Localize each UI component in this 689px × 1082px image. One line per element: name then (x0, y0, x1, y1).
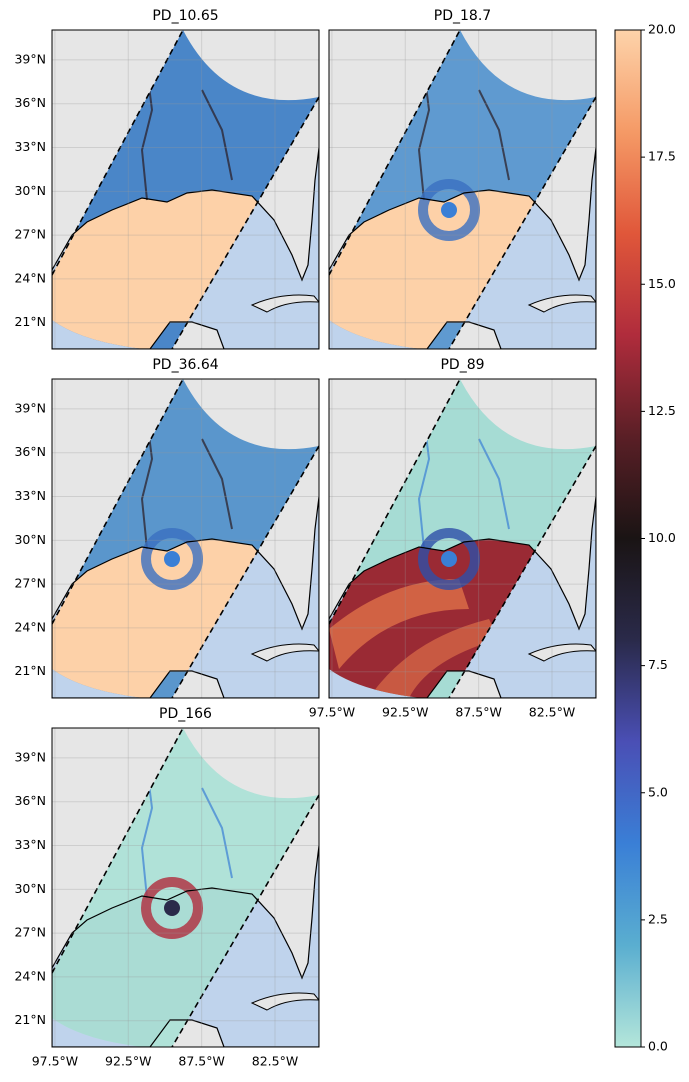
map-panel: 97.5°W 92.5°W 87.5°W 82.5°W (309, 378, 597, 720)
panel-frame (51, 378, 320, 699)
y-tick-label: 30°N (14, 532, 46, 547)
x-tick-label: 82.5°W (529, 705, 575, 720)
panel-frame (51, 29, 320, 350)
panel-title: PD_89 (440, 357, 484, 373)
island (250, 643, 319, 662)
y-tick-label: 33°N (14, 139, 46, 154)
storm-core (441, 551, 457, 567)
colorbar-tick-label: 2.5 (648, 911, 668, 926)
panel-title: PD_36.64 (152, 357, 218, 373)
swath-band (329, 579, 469, 669)
x-tick-label: 97.5°W (309, 705, 355, 720)
storm-eye (141, 528, 203, 590)
y-tick-label: 30°N (14, 183, 46, 198)
panel-title: PD_10.65 (152, 8, 218, 24)
x-tick-label: 82.5°W (252, 1054, 298, 1069)
colorbar-tick-label: 7.5 (648, 657, 668, 672)
panel-frame (328, 378, 597, 699)
y-tick-label: 30°N (14, 881, 46, 896)
y-tick-label: 39°N (14, 51, 46, 66)
swath-edge (52, 30, 184, 276)
colorbar-tick-label: 17.5 (648, 149, 676, 164)
y-tick-label: 36°N (14, 444, 46, 459)
swath-edge (171, 445, 319, 698)
swath-edge (448, 96, 596, 349)
y-tick-label: 24°N (14, 968, 46, 983)
x-tick-label: 92.5°W (382, 705, 428, 720)
island (250, 992, 319, 1011)
map-area (329, 30, 596, 349)
panel-frame (51, 727, 320, 1048)
y-tick-label: 36°N (14, 793, 46, 808)
swath-edge (171, 794, 319, 1047)
y-tick-label: 21°N (14, 314, 46, 329)
y-tick-label: 21°N (14, 663, 46, 678)
storm-eye (418, 528, 480, 590)
colorbar-tick-label: 20.0 (648, 22, 676, 37)
colorbar-tick-label: 0.0 (648, 1039, 668, 1054)
storm-core (164, 551, 180, 567)
x-tick-label: 92.5°W (105, 1054, 151, 1069)
map-panel: 21°N 24°N 27°N 30°N 33°N 36°N 39°N 97.5°W 92.5°W… (14, 727, 320, 1069)
swath-edge (329, 379, 461, 625)
y-tick-label: 39°N (14, 400, 46, 415)
panel-title: PD_166 (159, 706, 212, 722)
swath-edge (52, 728, 184, 974)
y-tick-label: 24°N (14, 619, 46, 634)
island (250, 294, 319, 313)
y-tick-label: 39°N (14, 749, 46, 764)
y-tick-label: 27°N (14, 925, 46, 940)
swath-edge (171, 96, 319, 349)
x-tick-label: 87.5°W (455, 705, 501, 720)
swath-band (369, 619, 499, 698)
swath-edge (52, 379, 184, 625)
storm-eye (141, 877, 203, 939)
y-tick-label: 27°N (14, 227, 46, 242)
y-tick-label: 36°N (14, 95, 46, 110)
map-area (52, 728, 319, 1047)
x-tick-label: 87.5°W (178, 1054, 224, 1069)
y-tick-label: 24°N (14, 270, 46, 285)
island (527, 294, 596, 313)
y-tick-label: 33°N (14, 488, 46, 503)
colorbar (614, 29, 642, 1048)
map-area (52, 379, 319, 698)
storm-core (164, 900, 180, 916)
storm-core (441, 202, 457, 218)
island (527, 643, 596, 662)
swath-edge (329, 30, 461, 276)
map-area (52, 30, 319, 349)
colorbar-tick-label: 10.0 (648, 530, 676, 545)
panel-title: PD_18.7 (434, 8, 491, 24)
map-area (329, 379, 596, 698)
swath-edge (448, 445, 596, 698)
x-tick-label: 97.5°W (32, 1054, 78, 1069)
y-tick-label: 33°N (14, 837, 46, 852)
y-tick-label: 21°N (14, 1012, 46, 1027)
panel-frame (328, 29, 597, 350)
map-panel: 21°N 24°N 27°N 30°N 33°N 36°N 39°N (14, 378, 320, 699)
map-panel: 21°N 24°N 27°N 30°N 33°N 36°N 39°N (14, 29, 320, 350)
storm-eye (418, 179, 480, 241)
colorbar-tick-label: 5.0 (648, 784, 668, 799)
colorbar-tick-label: 12.5 (648, 403, 676, 418)
y-tick-label: 27°N (14, 576, 46, 591)
map-panel (328, 29, 597, 350)
colorbar-tick-label: 15.0 (648, 276, 676, 291)
